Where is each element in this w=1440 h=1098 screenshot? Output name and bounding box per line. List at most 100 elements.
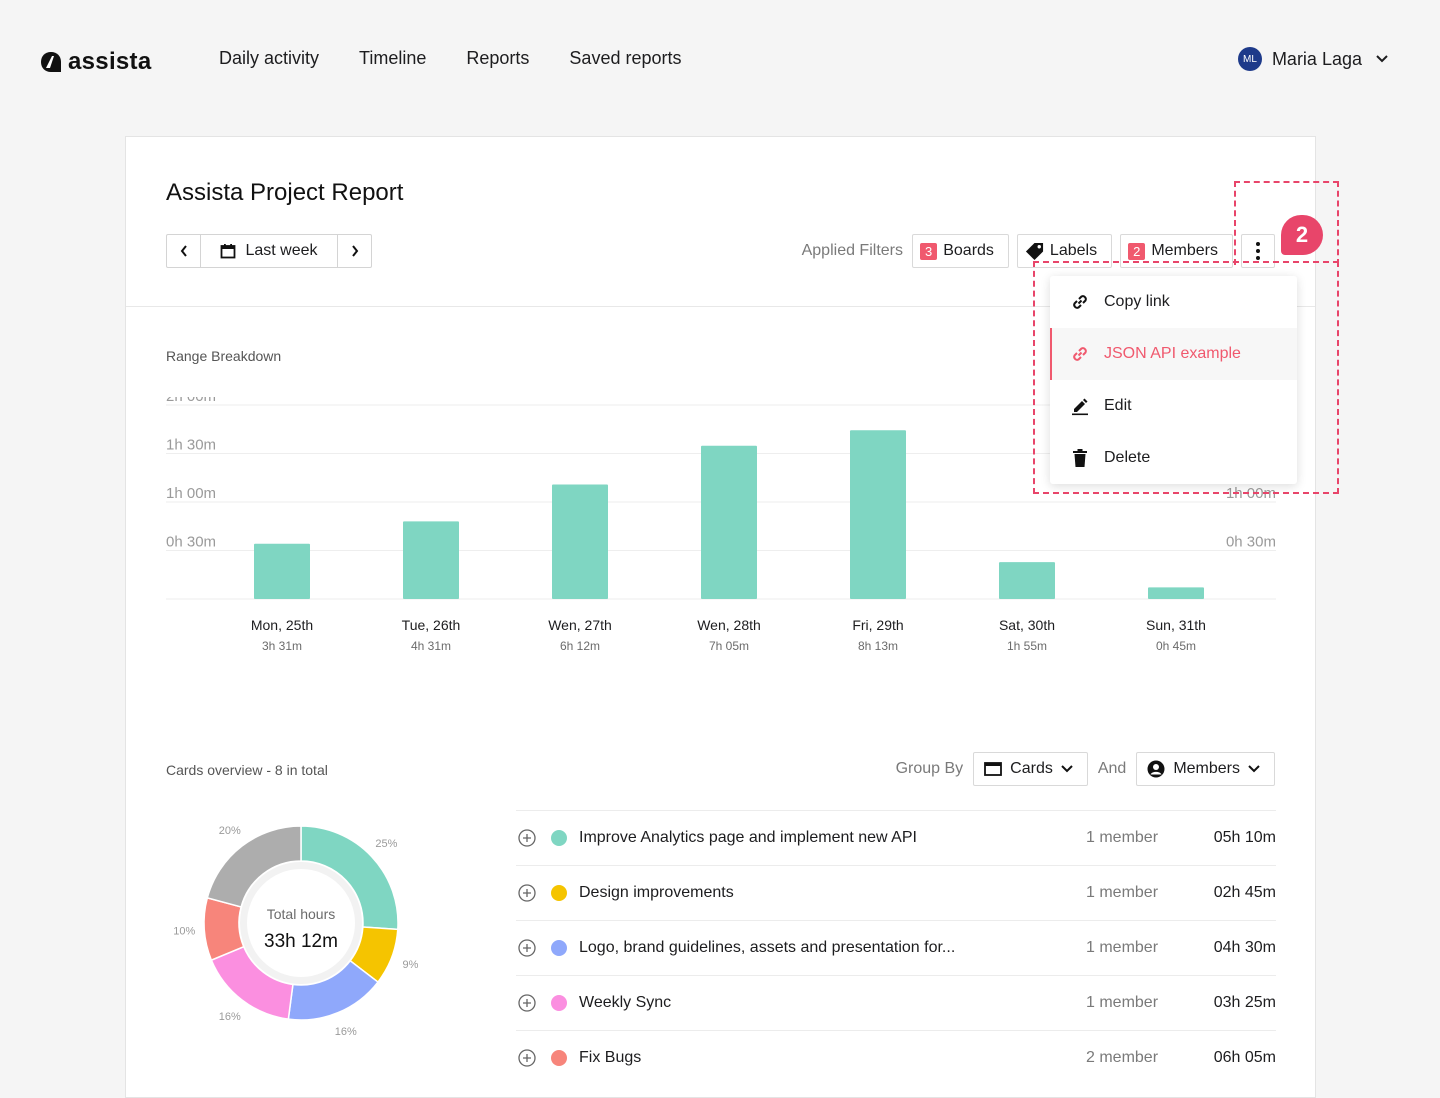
filter-chip-labels[interactable]: Labels: [1016, 234, 1113, 268]
total-hours-value: 33h 12m: [264, 931, 338, 952]
nav-timeline[interactable]: Timeline: [359, 48, 427, 68]
bar-value-label: 3h 31m: [262, 639, 302, 653]
expand-plus-icon[interactable]: [518, 994, 536, 1012]
nav-daily-activity[interactable]: Daily activity: [219, 48, 320, 68]
bar-value-label: 6h 12m: [560, 639, 600, 653]
card-members: 1 member: [1086, 994, 1159, 1011]
card-row[interactable]: Logo, brand guidelines, assets and prese…: [516, 920, 1276, 975]
json-api-example-menu-item[interactable]: JSON API example: [1050, 328, 1297, 380]
card-members: 1 member: [1086, 939, 1159, 956]
applied-filters: Applied Filters 3 Boards Labels 2 Member…: [802, 234, 1275, 268]
bar: [701, 445, 757, 599]
bar: [999, 562, 1055, 599]
total-hours-label: Total hours: [267, 906, 335, 922]
pencil-icon: [1072, 398, 1088, 416]
card-icon: [984, 762, 1003, 776]
x-tick-label: Sun, 31th: [1146, 617, 1206, 633]
card-name: Improve Analytics page and implement new…: [579, 829, 917, 846]
card-time: 05h 10m: [1213, 829, 1276, 846]
calendar-icon: [221, 244, 236, 259]
menu-item-label: JSON API example: [1104, 345, 1241, 362]
y-tick-label: 2h 00m: [166, 397, 216, 405]
link-icon: [1073, 295, 1087, 309]
and-select[interactable]: Members: [1136, 752, 1275, 786]
y-tick-label: 0h 30m: [166, 534, 216, 551]
assista-logo-icon: [41, 52, 61, 72]
expand-plus-icon[interactable]: [518, 1049, 536, 1067]
filter-chip-members[interactable]: 2 Members: [1120, 234, 1233, 268]
card-color-dot: [551, 1050, 567, 1066]
more-options-menu: Copy link JSON API example Edit Delete: [1050, 276, 1297, 484]
card-name: Design improvements: [579, 884, 734, 901]
x-tick-label: Wen, 27th: [548, 617, 612, 633]
filter-label: Members: [1151, 242, 1218, 259]
user-menu[interactable]: ML Maria Laga: [1237, 47, 1388, 71]
right-y-tick-label: 0h 30m: [1226, 534, 1276, 551]
main-nav: Daily activity Timeline Reports Saved re…: [219, 48, 681, 69]
expand-plus-icon[interactable]: [518, 829, 536, 847]
page-title: Assista Project Report: [166, 179, 404, 206]
group-by-label: Group By: [895, 760, 964, 777]
menu-item-label: Copy link: [1104, 293, 1170, 310]
card-row[interactable]: Weekly Sync 1 member 03h 25m: [516, 975, 1276, 1030]
card-color-dot: [551, 830, 567, 846]
donut-percent-label: 16%: [219, 1011, 241, 1023]
date-range-button[interactable]: Last week: [200, 235, 338, 267]
donut-segment: [206, 825, 302, 908]
user-circle-icon: [1147, 760, 1165, 778]
expand-plus-icon[interactable]: [518, 939, 536, 957]
previous-period-button[interactable]: [167, 235, 200, 267]
donut-percent-label: 20%: [219, 825, 241, 837]
group-by-controls: Group By Cards And Members: [896, 752, 1275, 786]
cards-overview-label: Cards overview - 8 in total: [166, 762, 328, 778]
card-members: 1 member: [1086, 829, 1159, 846]
kebab-menu-icon: [1256, 242, 1260, 260]
next-period-button[interactable]: [338, 235, 371, 267]
logo[interactable]: assista: [40, 48, 152, 76]
cards-list: Improve Analytics page and implement new…: [516, 810, 1276, 1085]
card-members: 1 member: [1086, 884, 1159, 901]
chevron-down-icon: [1376, 55, 1388, 63]
more-options-button[interactable]: [1241, 234, 1275, 268]
card-row[interactable]: Design improvements 1 member 02h 45m: [516, 865, 1276, 920]
donut-percent-label: 9%: [403, 959, 419, 971]
donut-chart-container: 25% 9% 16% 16% 10% 20% Total hours 33h 12m: [166, 817, 456, 1057]
copy-link-menu-item[interactable]: Copy link: [1050, 276, 1297, 328]
delete-menu-item[interactable]: Delete: [1050, 432, 1297, 484]
donut-percent-label: 16%: [335, 1026, 357, 1038]
range-breakdown-label: Range Breakdown: [166, 348, 282, 364]
bar-value-label: 1h 55m: [1007, 639, 1047, 653]
card-color-dot: [551, 940, 567, 956]
edit-menu-item[interactable]: Edit: [1050, 380, 1297, 432]
group-by-select[interactable]: Cards: [973, 752, 1088, 786]
card-row[interactable]: Improve Analytics page and implement new…: [516, 810, 1276, 865]
y-tick-label: 1h 00m: [166, 485, 216, 502]
card-name: Weekly Sync: [579, 994, 672, 1011]
chevron-down-icon: [1248, 765, 1260, 773]
bar: [1148, 587, 1204, 599]
expand-plus-icon[interactable]: [518, 884, 536, 902]
bar-value-label: 7h 05m: [709, 639, 749, 653]
bar: [254, 543, 310, 599]
trash-icon: [1073, 449, 1087, 467]
filter-count-badge: 3: [919, 242, 938, 260]
bar: [403, 521, 459, 599]
top-navigation-bar: assista Daily activity Timeline Reports …: [0, 0, 1440, 122]
y-tick-label: 1h 30m: [166, 437, 216, 454]
nav-reports[interactable]: Reports: [466, 48, 530, 68]
chevron-left-icon: [180, 245, 187, 257]
filter-label: Labels: [1049, 242, 1098, 259]
card-members: 2 member: [1086, 1049, 1159, 1066]
card-color-dot: [551, 995, 567, 1011]
card-row[interactable]: Fix Bugs 2 member 06h 05m: [516, 1030, 1276, 1085]
nav-saved-reports[interactable]: Saved reports: [569, 48, 682, 68]
header-divider: [126, 306, 1315, 307]
user-name: Maria Laga: [1271, 48, 1362, 69]
menu-item-label: Edit: [1104, 397, 1132, 414]
filter-chip-boards[interactable]: 3 Boards: [911, 234, 1009, 268]
applied-filters-label: Applied Filters: [801, 242, 903, 259]
x-tick-label: Tue, 26th: [402, 617, 461, 633]
date-range-picker: Last week: [166, 234, 372, 268]
filter-count-badge: 2: [1128, 242, 1146, 260]
and-label: And: [1097, 760, 1127, 777]
